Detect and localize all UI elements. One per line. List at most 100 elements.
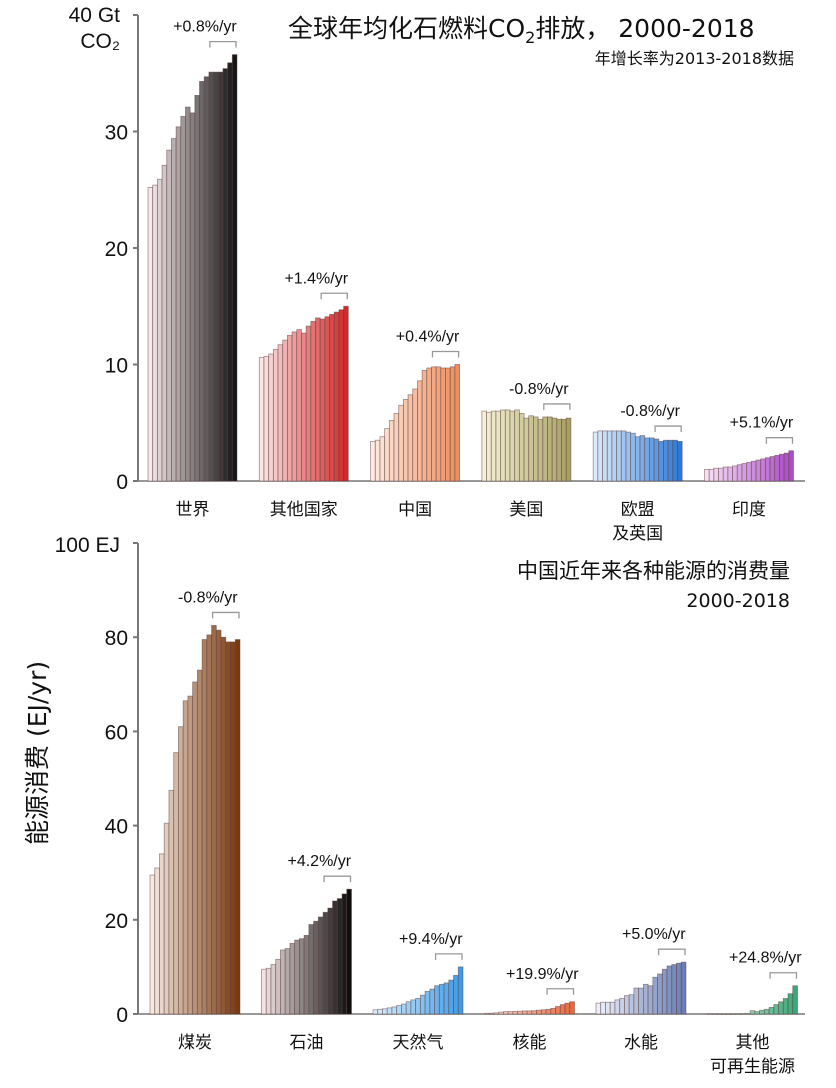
bar: [434, 985, 440, 1015]
bar: [677, 440, 683, 482]
bar: [744, 1013, 751, 1015]
bar: [518, 413, 525, 482]
bar: [486, 411, 492, 482]
bar: [704, 468, 710, 482]
growth-rate-label: +5.1%/yr: [730, 415, 794, 432]
category-label: 其他国家: [270, 500, 338, 520]
bar: [764, 457, 771, 482]
bar: [396, 1005, 402, 1015]
bar: [445, 367, 451, 482]
bar: [490, 410, 497, 482]
rate-bracket: [320, 292, 348, 300]
rate-bracket: [211, 611, 240, 619]
bar: [792, 985, 798, 1015]
bar: [663, 439, 669, 482]
growth-rate-label: -0.8%/yr: [509, 381, 569, 398]
bar: [550, 1007, 556, 1015]
bar: [222, 68, 229, 482]
bar: [372, 1009, 379, 1015]
bar: [327, 907, 333, 1015]
category-label: 中国: [398, 500, 432, 520]
bar: [370, 440, 376, 482]
y-tick-label: 10: [105, 355, 128, 378]
bar: [559, 1004, 566, 1015]
bar: [324, 316, 330, 482]
bar: [189, 112, 196, 482]
bar: [498, 1011, 504, 1015]
bar: [569, 1001, 575, 1015]
bar: [736, 464, 743, 482]
bar: [561, 418, 567, 482]
bar: [231, 54, 238, 482]
bar: [426, 367, 432, 482]
bar: [308, 924, 315, 1015]
bar: [435, 366, 442, 482]
bar: [619, 998, 625, 1015]
y-tick-label: 30: [105, 122, 128, 145]
bar: [616, 430, 622, 482]
bar: [346, 888, 352, 1015]
bar: [220, 636, 227, 1015]
bar: [275, 958, 281, 1015]
bottom-chart-title: 中国近年来各种能源的消费量: [517, 559, 790, 583]
bar: [398, 404, 404, 482]
bar: [449, 366, 456, 482]
rate-bracket: [546, 988, 575, 995]
bar: [495, 410, 502, 482]
bar: [289, 942, 296, 1015]
bar: [779, 453, 785, 482]
bar: [504, 409, 511, 482]
bar: [628, 994, 635, 1015]
bar: [180, 115, 186, 482]
bar: [787, 993, 794, 1015]
bar: [332, 900, 338, 1015]
top-chart-subtitle: 年增长率为2013-2018数据: [595, 49, 794, 68]
bar: [773, 1004, 779, 1015]
y-tick-label: 0: [116, 1004, 128, 1027]
bar: [517, 1010, 523, 1015]
bar: [774, 454, 780, 482]
bar: [746, 461, 752, 482]
bar: [721, 1013, 727, 1015]
bar: [493, 1012, 500, 1015]
bar: [600, 1001, 606, 1015]
bar: [388, 420, 395, 482]
bar: [336, 898, 343, 1015]
bar: [310, 320, 316, 482]
bar: [412, 388, 418, 482]
bar: [453, 974, 459, 1015]
bar: [708, 468, 715, 482]
bar: [514, 409, 520, 482]
bar: [481, 410, 487, 482]
bar: [405, 1001, 412, 1015]
bar: [523, 417, 530, 482]
bar: [429, 988, 435, 1015]
bar: [261, 968, 267, 1015]
category-label: 欧盟: [621, 500, 655, 520]
bar: [315, 317, 321, 482]
growth-rate-label: +0.8%/yr: [173, 19, 237, 36]
bar: [649, 437, 655, 482]
bar: [545, 1008, 552, 1015]
bar: [533, 416, 539, 482]
bar: [280, 949, 286, 1015]
bar: [620, 430, 627, 482]
bar: [296, 329, 302, 482]
bar: [783, 452, 790, 482]
growth-rate-label: +1.4%/yr: [284, 270, 348, 287]
bar: [329, 314, 335, 482]
bar: [343, 305, 349, 482]
bar: [556, 418, 562, 482]
bar: [760, 458, 766, 482]
bar: [272, 348, 279, 482]
bar: [382, 1008, 388, 1015]
bar: [338, 309, 345, 482]
category-label: 世界: [176, 500, 210, 520]
bar: [768, 1007, 775, 1015]
bar: [488, 1012, 495, 1015]
bar: [658, 440, 664, 482]
bar: [657, 973, 663, 1015]
bar: [393, 413, 400, 482]
bar: [291, 331, 298, 482]
bar: [201, 639, 208, 1015]
